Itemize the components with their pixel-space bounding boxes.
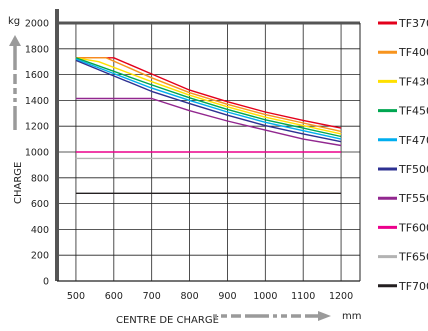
- x-arrow-head-icon: [318, 311, 331, 321]
- series-line-tf430: [75, 57, 342, 135]
- y-tick-label: 1600: [25, 70, 49, 81]
- series-line-tf500: [75, 59, 342, 143]
- x-tick-label: 700: [143, 291, 161, 302]
- legend-label: TF450: [398, 105, 428, 118]
- y-tick-label: 1800: [25, 44, 49, 55]
- legend-label: TF500: [398, 163, 428, 176]
- x-tick-label: 1100: [291, 291, 315, 302]
- legend-label: TF430: [398, 75, 428, 88]
- x-axis-title: CENTRE DE CHARGE: [116, 315, 219, 326]
- x-unit-label: mm: [342, 311, 361, 322]
- y-unit-label: kg: [8, 16, 20, 27]
- legend-label: TF600: [398, 221, 428, 234]
- legend: TF370 TF400 TF430 TF450 TF470 TF500 TF550 TF600…: [378, 17, 428, 293]
- y-tick-label: 1400: [25, 96, 49, 107]
- y-tick-label: 200: [31, 251, 49, 262]
- axis-arrows: [9, 35, 331, 321]
- y-tick-label: 600: [31, 199, 49, 210]
- series-lines: [75, 57, 342, 195]
- x-tick-label: 1200: [329, 291, 353, 302]
- legend-label: TF400: [398, 46, 428, 59]
- y-tick-label: 400: [31, 225, 49, 236]
- x-tick-label: 800: [180, 291, 198, 302]
- x-tick-label: 900: [218, 291, 236, 302]
- axes-frame: [55, 9, 361, 282]
- legend-label: TF370: [398, 17, 428, 30]
- legend-label: TF700: [398, 280, 428, 293]
- tick-labels: 0 200 400 600 800 1000 1200 1400 1600 1800 2000 500…: [25, 19, 353, 303]
- legend-label: TF650: [398, 251, 428, 264]
- x-tick-label: 500: [67, 291, 85, 302]
- y-tick-label: 0: [43, 277, 49, 288]
- y-tick-label: 800: [31, 173, 49, 184]
- y-tick-label: 1200: [25, 122, 49, 133]
- x-tick-label: 1000: [253, 291, 277, 302]
- y-tick-label: 1000: [25, 148, 49, 159]
- legend-label: TF470: [398, 134, 428, 147]
- y-arrow-head-icon: [9, 35, 21, 46]
- x-tick-label: 600: [105, 291, 123, 302]
- legend-label: TF550: [398, 192, 428, 205]
- series-line-tf400: [75, 57, 342, 133]
- series-line-tf550: [75, 97, 342, 147]
- series-line-tf370: [75, 57, 342, 129]
- y-axis-title: CHARGE: [13, 162, 24, 204]
- series-line-tf470: [75, 58, 342, 140]
- y-tick-label: 2000: [25, 19, 49, 30]
- series-line-tf450: [75, 57, 342, 138]
